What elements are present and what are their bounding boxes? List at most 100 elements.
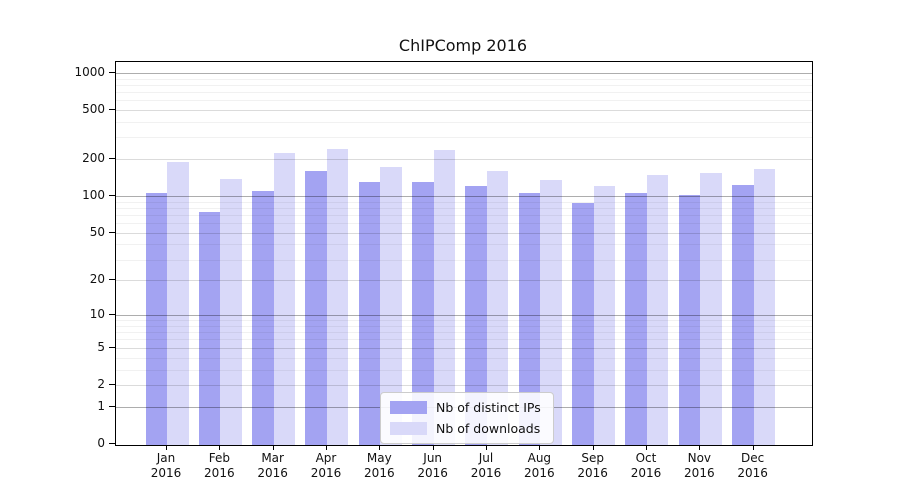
x-tick-label-feb: Feb 2016 [204, 451, 235, 480]
x-tick-label-oct: Oct 2016 [630, 451, 662, 480]
gridline-500 [116, 110, 812, 112]
x-tick-mark-aug [539, 445, 541, 450]
bar-ips-jun [412, 181, 434, 445]
bar-ips-sep [572, 202, 594, 445]
legend-swatch-distinct-ips [390, 401, 427, 414]
x-tick-label-nov: Nov 2016 [684, 451, 715, 480]
x-tick-label-jun: Jun 2016 [417, 451, 448, 480]
gridline-200 [116, 159, 812, 161]
y-tick-label-10: 10 [89, 307, 105, 322]
bar-ips-jul [465, 185, 487, 445]
y-tick-label-500: 500 [82, 102, 105, 117]
x-tick-mark-nov [699, 445, 701, 450]
gridline-50 [116, 232, 812, 234]
gridline-20 [116, 280, 812, 282]
x-tick-label-apr: Apr 2016 [310, 451, 342, 480]
y-tick-label-200: 200 [82, 151, 105, 166]
legend-swatch-downloads [390, 422, 427, 435]
gridline-10 [116, 315, 812, 317]
bar-ips-aug [518, 193, 541, 445]
bar-ips-feb [198, 212, 221, 445]
bar-downloads-oct [646, 175, 669, 445]
y-tick-mark-0 [109, 443, 115, 444]
x-tick-label-mar: Mar 2016 [257, 451, 288, 480]
bar-downloads-sep [593, 185, 616, 445]
y-tick-mark-50 [109, 231, 115, 233]
legend-label-distinct-ips: Nb of distinct IPs [436, 400, 541, 415]
x-tick-mark-may [379, 445, 381, 450]
x-tick-mark-jan [166, 445, 167, 450]
legend-item-downloads: Nb of downloads [390, 421, 541, 436]
y-tick-mark-200 [109, 158, 115, 160]
y-tick-label-5: 5 [97, 339, 105, 354]
y-tick-mark-2 [109, 383, 115, 385]
bar-ips-nov [678, 195, 701, 445]
y-tick-mark-100 [109, 195, 115, 197]
x-tick-mark-mar [272, 445, 274, 450]
bar-downloads-jul [486, 171, 509, 445]
y-tick-mark-5 [109, 346, 115, 348]
y-tick-label-2: 2 [97, 376, 105, 391]
bar-downloads-jan [167, 161, 189, 445]
x-tick-mark-jun [432, 445, 434, 450]
x-tick-label-jan: Jan 2016 [150, 451, 182, 480]
y-tick-mark-500 [109, 109, 115, 111]
bar-ips-jan [145, 192, 167, 445]
gridline-minor-700 [116, 91, 812, 93]
bar-ips-dec [732, 185, 754, 445]
gridline-minor-60 [116, 223, 812, 225]
x-tick-mark-dec [752, 445, 754, 450]
gridline-minor-7 [116, 332, 812, 334]
bar-downloads-jun [433, 150, 456, 445]
gridline-minor-600 [116, 100, 812, 102]
y-tick-label-20: 20 [89, 272, 105, 287]
x-tick-mark-sep [592, 445, 594, 450]
gridline-minor-300 [116, 137, 812, 139]
gridline-minor-400 [116, 121, 812, 123]
bar-downloads-aug [540, 180, 562, 445]
y-tick-mark-1 [109, 405, 115, 407]
bar-downloads-may [380, 166, 402, 445]
bar-downloads-feb [220, 178, 242, 445]
legend-label-downloads: Nb of downloads [436, 421, 541, 436]
gridline-minor-40 [116, 244, 812, 246]
bar-downloads-nov [700, 173, 722, 445]
chart-title: ChIPComp 2016 [398, 36, 528, 55]
gridline-minor-90 [116, 201, 812, 203]
bar-downloads-mar [273, 152, 296, 445]
y-tick-label-50: 50 [89, 224, 105, 239]
y-tick-label-0: 0 [97, 436, 105, 450]
gridline-minor-4 [116, 357, 812, 359]
y-tick-mark-20 [109, 279, 115, 281]
x-tick-label-sep: Sep 2016 [577, 451, 608, 480]
legend-item-distinct-ips: Nb of distinct IPs [390, 400, 541, 415]
gridline-minor-900 [116, 78, 812, 80]
x-tick-mark-oct [645, 445, 647, 450]
bar-ips-oct [625, 193, 647, 445]
x-tick-label-jul: Jul 2016 [470, 451, 502, 480]
bar-ips-mar [252, 190, 274, 445]
legend: Nb of distinct IPs Nb of downloads [380, 392, 554, 444]
y-tick-label-1000: 1000 [74, 64, 105, 79]
gridline-minor-9 [116, 320, 812, 322]
gridline-1000 [116, 72, 812, 74]
gridline-100 [116, 196, 812, 198]
bar-ips-apr [305, 171, 327, 445]
x-tick-label-may: May 2016 [364, 451, 395, 480]
gridline-minor-8 [116, 325, 812, 327]
x-tick-label-aug: Aug 2016 [524, 451, 555, 480]
y-tick-mark-10 [109, 314, 115, 316]
gridline-minor-70 [116, 214, 812, 216]
y-tick-label-100: 100 [82, 188, 105, 203]
gridline-minor-800 [116, 84, 812, 86]
x-tick-mark-feb [219, 445, 221, 450]
bar-downloads-dec [753, 169, 776, 445]
gridline-minor-30 [116, 259, 812, 261]
gridline-5 [116, 347, 812, 349]
gridline-minor-3 [116, 369, 812, 371]
x-tick-mark-jul [485, 445, 487, 450]
gridline-2 [116, 384, 812, 386]
x-tick-label-dec: Dec 2016 [737, 451, 768, 480]
plot-area: Nb of distinct IPs Nb of downloads [115, 61, 813, 446]
